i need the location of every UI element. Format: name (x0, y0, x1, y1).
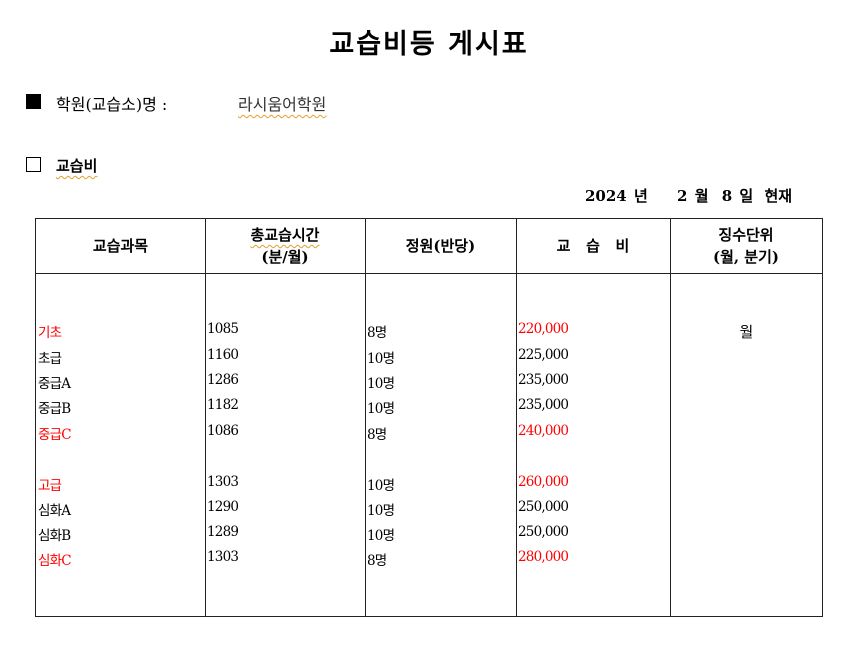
header-unit: 징수단위 (월, 분기) (670, 219, 822, 273)
row-fee: 235,000 (518, 372, 569, 388)
row-fee: 240,000 (518, 423, 569, 439)
row-capacity: 10명 (367, 503, 395, 519)
row-course: 초급 (38, 351, 62, 367)
row-minutes: 1182 (207, 397, 239, 413)
row-capacity: 8명 (367, 427, 387, 443)
header-divider (36, 273, 822, 274)
row-minutes: 1303 (207, 549, 239, 565)
header-minutes: 총교습시간 (분/월) (205, 219, 365, 273)
collection-unit: 월 (739, 323, 753, 341)
date-month: 2 (677, 187, 688, 205)
header-text: 징수단위 (718, 226, 774, 244)
header-text: 교습과목 (92, 237, 149, 255)
row-fee: 220,000 (518, 321, 569, 337)
page-title: 교습비등 게시표 (0, 22, 858, 61)
column-divider (670, 219, 671, 616)
row-minutes: 1289 (207, 524, 239, 540)
section-label: 교습비 (56, 157, 98, 175)
row-capacity: 10명 (367, 351, 395, 367)
row-course: 심화B (38, 528, 71, 544)
row-course: 중급C (38, 427, 72, 443)
row-capacity: 10명 (367, 478, 395, 494)
header-fee: 교 습 비 (516, 219, 670, 273)
column-divider (205, 219, 206, 616)
row-fee: 250,000 (518, 524, 569, 540)
row-course: 중급A (38, 376, 71, 392)
academy-name: 라시움어학원 (238, 95, 327, 114)
row-fee: 225,000 (518, 347, 569, 363)
filled-square-bullet-icon (26, 94, 41, 109)
academy-label: 학원(교습소)명 : (56, 95, 168, 114)
row-minutes: 1286 (207, 372, 239, 388)
row-minutes: 1085 (207, 321, 239, 337)
date-month-unit: 월 (694, 187, 709, 205)
date-year: 2024 (585, 187, 627, 205)
column-divider (365, 219, 366, 616)
header-text: 총교습시간 (250, 226, 320, 244)
date-day: 8 (721, 187, 733, 205)
row-minutes: 1086 (207, 423, 239, 439)
row-course: 심화C (38, 553, 72, 569)
date-day-unit: 일 (739, 187, 754, 205)
row-capacity: 8명 (367, 325, 387, 341)
header-course: 교습과목 (36, 219, 205, 273)
row-course: 기초 (38, 325, 62, 341)
row-minutes: 1303 (207, 474, 239, 490)
date-line: 2024 년 2 월 8 일 현재 (585, 185, 792, 206)
row-fee: 280,000 (518, 549, 569, 565)
row-capacity: 8명 (367, 553, 387, 569)
header-text-sub: (분/월) (261, 248, 309, 266)
title-text: 교습비등 게시표 (329, 29, 529, 60)
row-minutes: 1290 (207, 499, 239, 515)
row-fee: 250,000 (518, 499, 569, 515)
row-capacity: 10명 (367, 528, 395, 544)
fee-table: 교습과목 총교습시간 (분/월) 정원(반당) 교 습 비 징수단위 (월, 분기)… (35, 218, 823, 617)
empty-square-bullet-icon (26, 157, 41, 172)
row-course: 중급B (38, 401, 71, 417)
header-text: 정원(반당) (405, 237, 476, 255)
row-course: 심화A (38, 503, 71, 519)
header-text: 교 습 비 (556, 237, 630, 255)
row-fee: 260,000 (518, 474, 569, 490)
date-year-unit: 년 (633, 187, 648, 205)
row-minutes: 1160 (207, 347, 239, 363)
row-course: 고급 (38, 478, 62, 494)
row-fee: 235,000 (518, 397, 569, 413)
column-divider (516, 219, 517, 616)
row-capacity: 10명 (367, 401, 395, 417)
header-capacity: 정원(반당) (365, 219, 516, 273)
header-text-sub: (월, 분기) (712, 248, 780, 266)
date-suffix: 현재 (764, 187, 793, 205)
row-capacity: 10명 (367, 376, 395, 392)
